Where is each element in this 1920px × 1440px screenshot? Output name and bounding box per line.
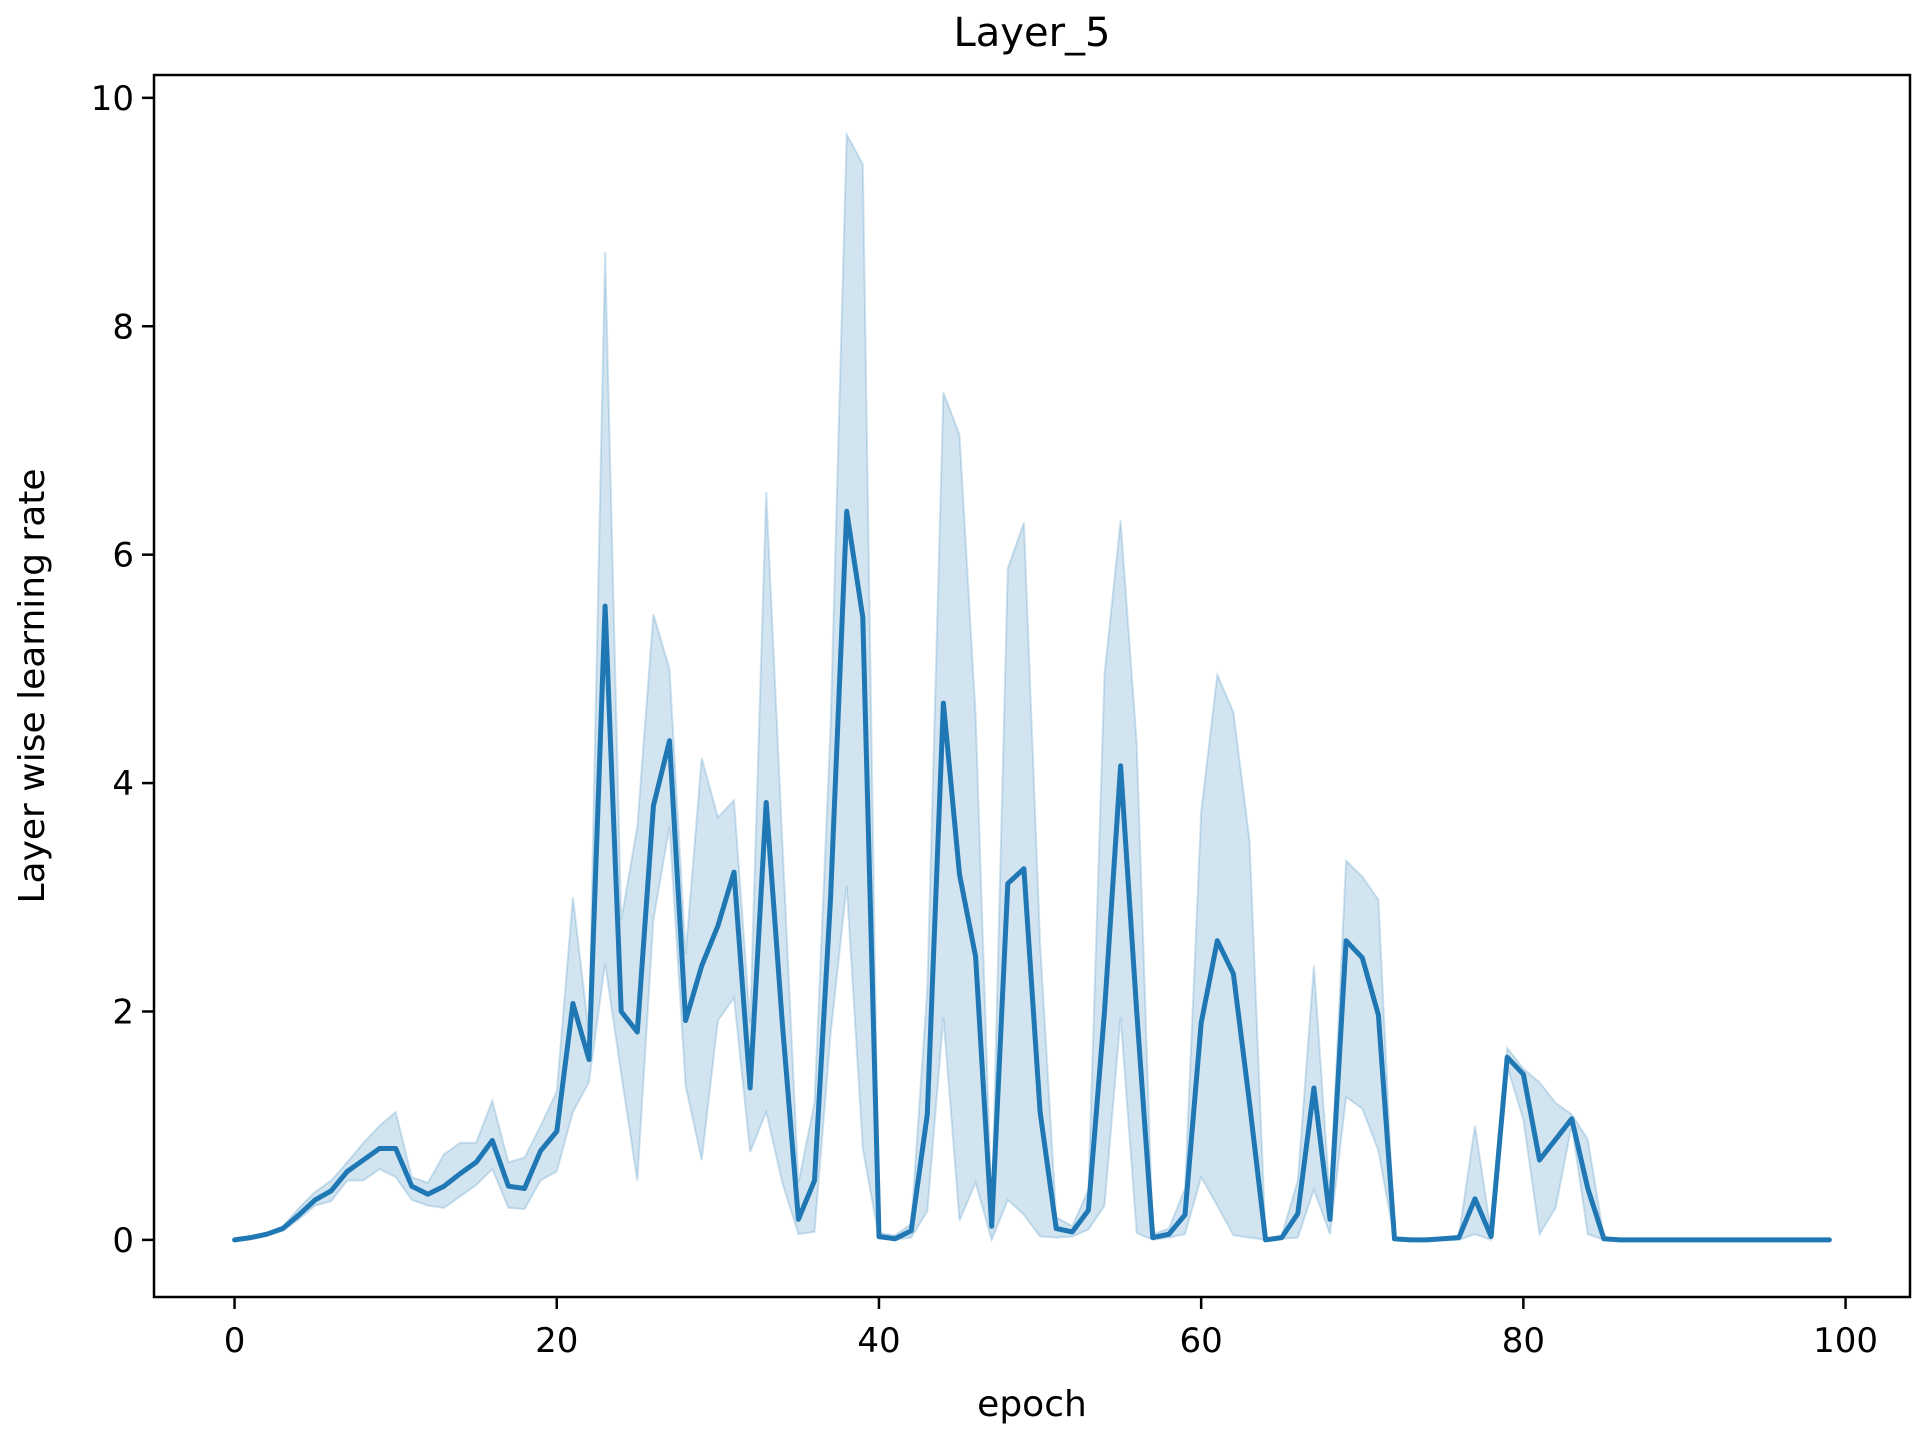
- y-axis-label: Layer wise learning rate: [12, 468, 53, 903]
- plot-frame: [152, 73, 1912, 1299]
- y-tick-label: 8: [112, 307, 134, 347]
- y-tick-label: 6: [112, 536, 134, 576]
- x-tick-label: 100: [1813, 1321, 1878, 1361]
- confidence-band: [234, 130, 1830, 1243]
- chart-title: Layer_5: [954, 10, 1111, 56]
- x-axis-label: epoch: [977, 1384, 1087, 1425]
- y-tick-label: 0: [112, 1221, 134, 1261]
- x-axis: 0 20 40 60 80 100: [224, 1297, 1878, 1361]
- y-tick-label: 10: [91, 79, 134, 119]
- x-tick-label: 80: [1502, 1321, 1545, 1361]
- y-tick-label: 2: [112, 992, 134, 1032]
- y-tick-label: 4: [112, 764, 134, 804]
- y-axis: 0 2 4 6 8 10: [91, 79, 154, 1261]
- x-tick-label: 60: [1180, 1321, 1223, 1361]
- x-tick-label: 0: [224, 1321, 246, 1361]
- plot-area: [232, 130, 1832, 1243]
- x-tick-label: 20: [535, 1321, 578, 1361]
- series-line: [232, 508, 1832, 1243]
- x-tick-label: 40: [857, 1321, 900, 1361]
